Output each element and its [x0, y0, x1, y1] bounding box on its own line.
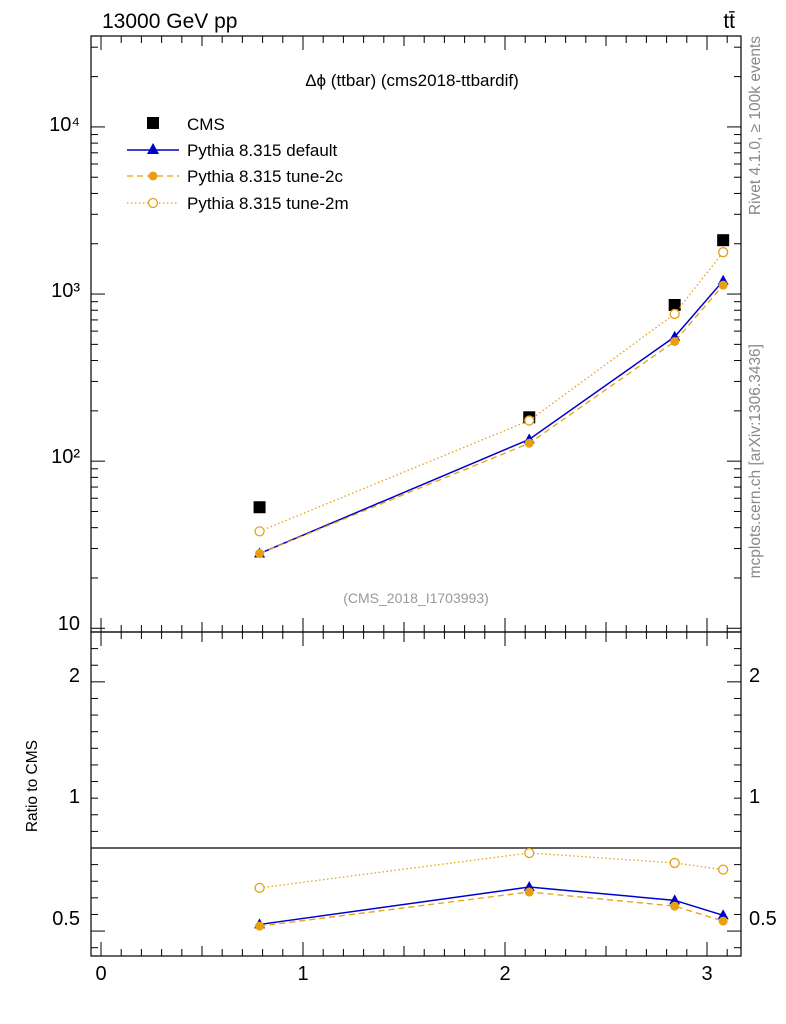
main-line-default	[259, 280, 724, 555]
x-tick-labels: 0 1 2 3	[95, 963, 712, 985]
plot-title: Δϕ (ttbar) (cms2018-ttbardif)	[305, 71, 519, 90]
legend-marker-cms	[147, 117, 159, 129]
y-tick-label-10: 10	[58, 613, 80, 635]
ratio-line-tune2c	[259, 891, 724, 927]
main-data-layer	[253, 234, 730, 559]
rivet-info: Rivet 4.1.0, ≥ 100k events	[747, 36, 764, 215]
x-tick-label-2: 2	[499, 963, 510, 985]
main-line-tune2m	[259, 251, 724, 532]
main-point-tune2m	[718, 247, 729, 258]
ratio-tick-label-1: 1	[69, 786, 80, 808]
legend-label-default: Pythia 8.315 default	[187, 141, 338, 160]
main-point-cms	[717, 234, 730, 247]
main-point-cms	[253, 501, 266, 514]
legend: CMS Pythia 8.315 default Pythia 8.315 tu…	[127, 115, 349, 213]
main-point-tune2m	[524, 415, 535, 426]
x-tick-label-0: 0	[95, 963, 106, 985]
legend-marker-tune2c	[148, 171, 158, 181]
x-axis-ticks	[100, 36, 728, 956]
analysis-watermark: (CMS_2018_I1703993)	[343, 590, 489, 606]
ratio-point-tune2m	[669, 857, 680, 869]
ratio-y-label: Ratio to CMS	[24, 740, 41, 832]
main-point-tune2c	[524, 438, 534, 448]
main-y-tick-labels: 10 10² 10³ 10⁴	[49, 114, 80, 635]
ratio-line-default	[259, 886, 724, 926]
main-line-tune2c	[259, 284, 724, 555]
ratio-data-layer	[254, 847, 729, 931]
ratio-point-tune2c	[524, 887, 534, 897]
y-tick-label-1000: 10³	[51, 280, 80, 302]
main-y-ticks	[91, 46, 741, 629]
ratio-line-tune2m	[259, 852, 724, 889]
legend-label-tune2m: Pythia 8.315 tune-2m	[187, 194, 349, 213]
ratio-point-tune2m	[718, 864, 729, 875]
x-tick-label-3: 3	[701, 963, 712, 985]
ratio-tick-label-0.5: 0.5	[52, 908, 80, 930]
ratio-point-tune2m	[524, 847, 535, 859]
ratio-tick-label-right-1: 1	[749, 786, 760, 808]
source-info: mcplots.cern.ch [arXiv:1306.3436]	[747, 344, 764, 578]
energy-label: 13000 GeV pp	[102, 10, 237, 33]
ratio-point-tune2c	[718, 916, 728, 926]
main-point-cms	[668, 298, 681, 311]
ratio-point-tune2c	[255, 921, 265, 931]
ratio-tick-label-right-0.5: 0.5	[749, 908, 777, 930]
main-point-tune2m	[254, 526, 265, 537]
ratio-point-default	[669, 894, 681, 905]
ratio-tick-label-right-2: 2	[749, 665, 760, 687]
ratio-point-tune2c	[670, 901, 680, 911]
y-tick-label-100: 10²	[51, 446, 80, 468]
main-point-tune2c	[255, 549, 265, 559]
main-point-tune2c	[670, 337, 680, 347]
legend-marker-default	[147, 143, 159, 154]
legend-label-cms: CMS	[187, 115, 225, 134]
y-tick-label-10000: 10⁴	[49, 114, 80, 136]
x-tick-label-1: 1	[297, 963, 308, 985]
legend-label-tune2c: Pythia 8.315 tune-2c	[187, 167, 343, 186]
ratio-point-default	[717, 909, 729, 920]
ratio-panel-frame	[90, 631, 742, 957]
ratio-tick-label-2: 2	[69, 665, 80, 687]
main-point-tune2m	[669, 308, 680, 320]
legend-marker-tune2m	[147, 197, 159, 209]
ratio-point-tune2m	[254, 882, 265, 894]
ratio-y-tick-labels: 0.5 1 2 0.5 1 2	[52, 665, 777, 930]
process-label: tt̄	[723, 10, 735, 33]
main-point-tune2c	[718, 280, 728, 290]
